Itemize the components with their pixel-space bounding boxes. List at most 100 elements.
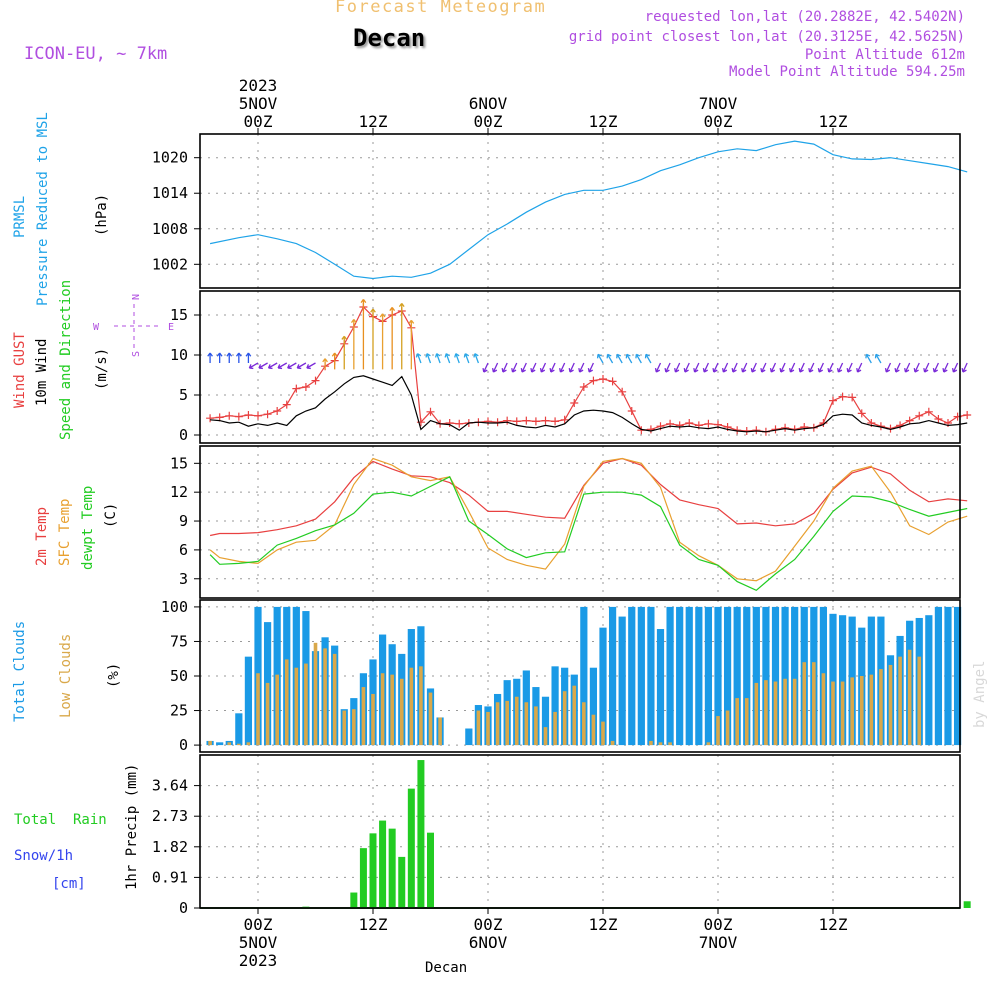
wind-arrow-78 (951, 362, 959, 373)
ytick-label-0-2: 1014 (152, 184, 188, 202)
low-cloud-bar-57 (754, 682, 759, 746)
rain-bar-1 (350, 892, 358, 908)
top-time-label-5-0: 12Z (819, 112, 848, 131)
top-time-label-1-0: 12Z (359, 112, 388, 131)
gust-marker-52 (704, 419, 713, 428)
gust-marker-2 (225, 411, 234, 420)
low-cloud-bar-55 (735, 698, 739, 746)
gust-marker-40 (589, 376, 598, 385)
low-cloud-bar-29 (486, 711, 490, 746)
low-cloud-bar-11 (313, 642, 318, 746)
wind-arrow-52 (702, 362, 710, 373)
total-cloud-bar-54 (723, 606, 732, 746)
line-dewpt-temp (209, 475, 968, 592)
panel-1: 0 5 10 15 (170, 290, 972, 444)
wind-arrow-65 (827, 362, 834, 373)
low-cloud-bar-69 (869, 674, 874, 746)
gust-marker-37 (560, 415, 569, 424)
gust-marker-5 (254, 411, 262, 420)
wind-arrow-75 (923, 362, 930, 373)
total-cloud-bar-35 (541, 696, 550, 746)
cloud-label-total: Total Clouds (12, 621, 28, 722)
wind-arrow-60 (779, 362, 786, 373)
precip-label-cm: [cm] (52, 876, 86, 892)
wind-arrow-5 (248, 362, 259, 370)
compass-s: S (131, 351, 142, 357)
total-cloud-bar-57 (752, 606, 760, 746)
panel-frame-2 (199, 445, 961, 599)
wind-arrow-15 (350, 319, 357, 370)
low-cloud-bar-67 (850, 677, 854, 746)
wind-arrow-79 (961, 362, 968, 373)
ytick-label-4-0: 0 (179, 899, 188, 917)
watermark: by Angel (972, 661, 988, 728)
pressure-label-prmsl: PRMSL (12, 196, 28, 238)
bottom-time-label-0-0: 00Z (244, 915, 273, 934)
gust-marker-33 (522, 416, 531, 425)
wind-arrow-47 (654, 362, 662, 373)
wind-arrow-57 (750, 362, 757, 373)
ytick-label-3-1: 25 (170, 702, 188, 720)
wind-arrow-3 (235, 352, 242, 363)
total-cloud-bar-1 (216, 742, 224, 746)
low-cloud-bar-47 (658, 742, 663, 746)
pressure-label-unit: (hPa) (94, 194, 110, 236)
wind-arrow-9 (287, 362, 297, 370)
low-cloud-bar-34 (534, 706, 538, 746)
total-cloud-bar-36 (551, 666, 559, 746)
top-time-label-2-1: 00Z (474, 112, 503, 131)
low-cloud-bar-37 (562, 691, 567, 746)
low-cloud-bar-42 (610, 740, 615, 746)
wind-arrow-45 (635, 353, 642, 364)
ytick-label-0-1: 1008 (152, 220, 188, 238)
ytick-label-4-1: 0.91 (152, 868, 188, 886)
wind-arrow-7 (267, 362, 278, 370)
top-time-label-3-0: 12Z (589, 112, 618, 131)
wind-label-unit: (m/s) (94, 348, 110, 390)
gust-marker-41 (599, 375, 607, 383)
wind-arrow-4 (245, 352, 252, 363)
low-cloud-bar-15 (352, 709, 356, 746)
wind-arrow-49 (674, 362, 681, 373)
bottom-time-label-2-0: 00Z (474, 915, 503, 934)
ytick-label-2-1: 6 (179, 541, 188, 559)
low-cloud-bar-9 (294, 667, 299, 746)
low-cloud-bar-63 (812, 662, 816, 746)
wind-arrow-48 (664, 362, 671, 373)
total-cloud-bar-77 (944, 606, 952, 746)
wind-arrow-12 (322, 358, 328, 370)
rain-bar-9 (427, 832, 434, 908)
wind-label-10m: 10m Wind (34, 339, 50, 406)
total-cloud-bar-66 (838, 615, 847, 746)
total-cloud-bar-46 (647, 606, 655, 746)
rain-bar-7 (407, 788, 415, 908)
wind-arrow-51 (693, 362, 700, 373)
rain-bar-10 (963, 901, 971, 908)
total-cloud-bar-56 (743, 606, 751, 746)
wind-arrow-19 (389, 307, 396, 370)
gust-marker-46 (646, 425, 655, 434)
gust-marker-34 (531, 417, 540, 426)
total-cloud-bar-4 (244, 656, 253, 746)
gust-marker-49 (675, 421, 684, 430)
ytick-label-3-0: 0 (179, 736, 188, 754)
total-cloud-bar-53 (714, 606, 722, 746)
compass-n: N (131, 294, 142, 300)
chart-title: Forecast Meteogram (335, 0, 547, 17)
wind-arrow-68 (856, 362, 863, 373)
low-cloud-bar-61 (792, 678, 797, 746)
wind-arrow-67 (846, 362, 853, 373)
wind-arrow-53 (712, 362, 719, 373)
wind-arrow-76 (932, 362, 940, 373)
total-cloud-bar-58 (762, 606, 770, 746)
gust-marker-39 (579, 383, 588, 391)
wind-arrow-21 (408, 319, 415, 370)
location-title: Decan (353, 24, 426, 52)
line-sfc-temp (209, 457, 968, 582)
ytick-label-3-3: 75 (170, 632, 188, 650)
low-cloud-bar-24 (438, 717, 442, 746)
model-point-altitude: Model Point Altitude 594.25m (728, 64, 965, 80)
gust-marker-35 (541, 416, 550, 425)
low-cloud-bar-54 (725, 710, 730, 746)
